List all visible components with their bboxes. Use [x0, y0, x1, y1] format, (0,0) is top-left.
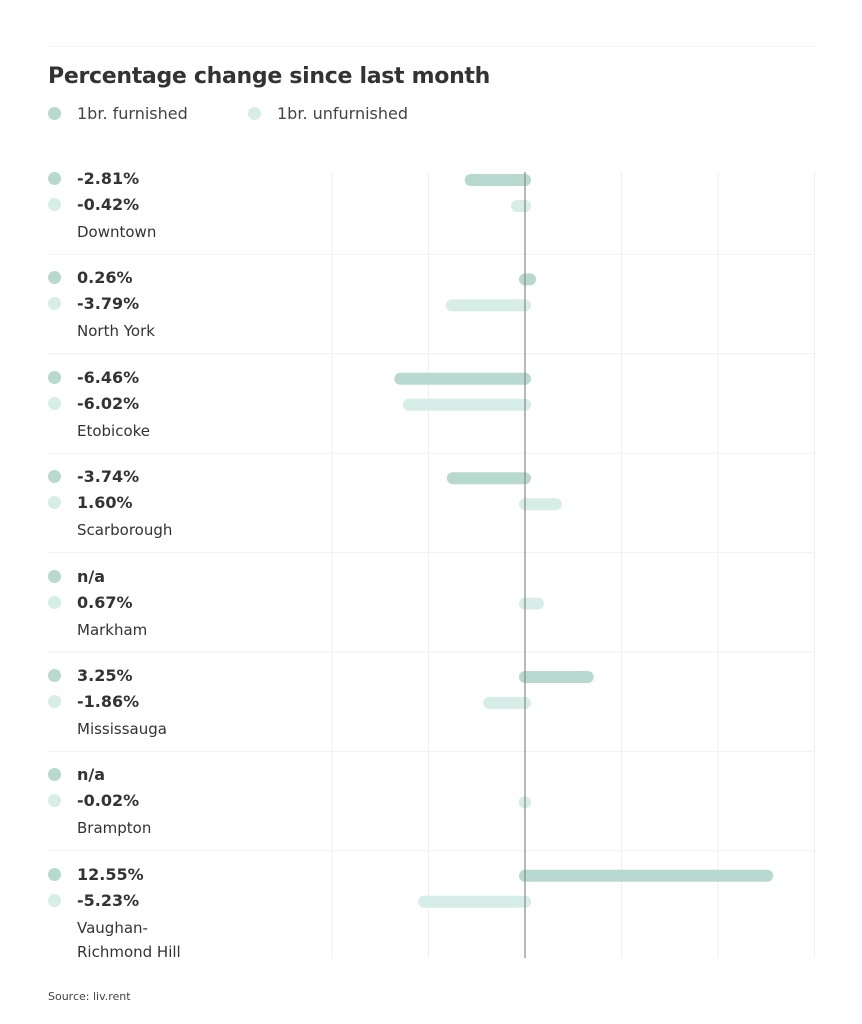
- value-text: 0.67%: [77, 592, 133, 612]
- category-label: North York: [77, 322, 155, 341]
- legend-label-furnished: 1br. furnished: [77, 104, 188, 123]
- legend-item-unfurnished: 1br. unfurnished: [248, 104, 408, 123]
- value-label: -6.02%: [48, 394, 139, 413]
- series-dot: [48, 794, 61, 808]
- series-dot: [48, 297, 61, 311]
- value-label: n/a: [48, 765, 105, 784]
- value-text: -2.81%: [77, 169, 140, 188]
- series-dot: [48, 396, 61, 410]
- value-text: 0.26%: [77, 268, 133, 288]
- series-dot: [48, 370, 61, 384]
- series-dot: [48, 768, 61, 782]
- series-dot: [48, 198, 61, 211]
- category-label: Downtown: [77, 223, 157, 241]
- value-label: 0.67%: [48, 593, 133, 612]
- value-text: 1.60%: [77, 493, 133, 513]
- series-dot: [48, 271, 61, 285]
- value-text: 3.25%: [77, 666, 133, 685]
- value-label: -1.86%: [48, 692, 139, 711]
- value-label: -5.23%: [48, 891, 139, 910]
- top-divider: [48, 46, 814, 47]
- category-label: Mississauga: [77, 720, 167, 738]
- source-note: Source: liv.rent: [48, 990, 131, 1003]
- value-text: 12.55%: [77, 864, 144, 884]
- value-label: 0.26%: [48, 268, 133, 287]
- value-label: 3.25%: [48, 666, 133, 685]
- category-label: Brampton: [77, 819, 152, 838]
- category-label: Etobicoke: [77, 421, 151, 440]
- value-text: -6.02%: [77, 393, 140, 413]
- value-text: -1.86%: [77, 692, 140, 711]
- category-label: Scarborough: [77, 521, 173, 540]
- value-text: -6.46%: [77, 367, 140, 387]
- value-text: -3.74%: [77, 467, 140, 487]
- legend-dot-furnished: [48, 107, 61, 120]
- value-label: -3.74%: [48, 467, 139, 486]
- value-text: -0.02%: [77, 791, 140, 811]
- category-label: Vaughan- Richmond Hill: [77, 918, 181, 961]
- value-label: 12.55%: [48, 865, 144, 884]
- legend-item-furnished: 1br. furnished: [48, 104, 188, 123]
- series-dot: [48, 470, 61, 484]
- value-label: n/a: [48, 567, 105, 586]
- value-text: n/a: [77, 765, 106, 785]
- series-dot: [48, 172, 61, 185]
- value-text: n/a: [77, 566, 106, 586]
- value-label: 1.60%: [48, 493, 133, 512]
- series-dot: [48, 496, 61, 510]
- value-label: -3.79%: [48, 294, 139, 313]
- value-text: -0.42%: [77, 195, 140, 214]
- value-label: -0.42%: [48, 195, 139, 214]
- legend-label-unfurnished: 1br. unfurnished: [277, 104, 409, 123]
- legend-dot-unfurnished: [248, 107, 261, 120]
- series-dot: [48, 695, 61, 708]
- value-label: -0.02%: [48, 791, 139, 810]
- series-dot: [48, 867, 61, 881]
- value-text: -3.79%: [77, 294, 140, 314]
- series-dot: [48, 569, 61, 583]
- value-text: -5.23%: [77, 890, 140, 910]
- value-label: -6.46%: [48, 368, 139, 387]
- series-dot: [48, 893, 61, 907]
- series-dot: [48, 669, 61, 682]
- value-label: -2.81%: [48, 169, 139, 188]
- series-dot: [48, 595, 61, 609]
- chart-title: Percentage change since last month: [48, 64, 491, 89]
- category-label: Markham: [77, 620, 148, 639]
